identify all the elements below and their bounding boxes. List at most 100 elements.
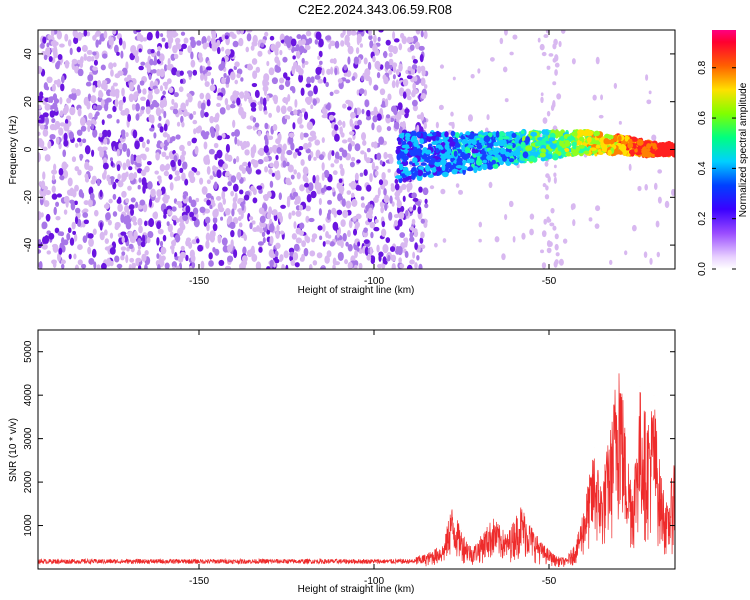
spectrogram-noise-dot xyxy=(393,121,400,130)
spectrogram-noise-dot xyxy=(286,149,293,156)
spectrogram-noise-dot xyxy=(226,255,234,263)
spectrogram-signal-dot xyxy=(661,150,667,155)
spectrogram-noise-dot xyxy=(412,82,417,91)
spectrogram-noise-dot xyxy=(216,149,223,159)
spectrogram-noise-dot xyxy=(120,246,127,251)
spectrogram-noise-dot xyxy=(112,105,117,113)
spectrogram-noise-dot xyxy=(120,109,127,116)
spectrogram-noise-dot xyxy=(251,253,258,262)
spectrogram-noise-dot xyxy=(93,261,97,269)
spectrogram-noise-dot xyxy=(116,263,123,269)
spectrogram-noise-dot xyxy=(156,189,163,197)
spectrogram-sparse-dot xyxy=(592,94,597,101)
spectrogram-noise-dot xyxy=(263,156,269,163)
spectrogram-noise-dot xyxy=(290,174,295,180)
spectrogram-noise-dot xyxy=(303,247,309,257)
spectrogram-noise-dot xyxy=(323,76,327,84)
spectrogram-noise-dot xyxy=(116,51,120,56)
spectrogram-noise-dot xyxy=(168,39,172,49)
spectrogram-noise-dot xyxy=(172,32,179,37)
spectrogram-noise-dot xyxy=(212,209,218,218)
spectrogram-noise-dot xyxy=(414,41,421,50)
spectrogram-noise-dot xyxy=(243,234,248,242)
spectrogram-noise-dot xyxy=(320,187,325,194)
spectrogram-noise-dot xyxy=(140,169,147,177)
spectrogram-noise-dot xyxy=(353,264,358,269)
spectrogram-noise-dot xyxy=(191,138,197,144)
spectrogram-noise-dot xyxy=(100,263,107,269)
spectrogram-noise-dot xyxy=(274,258,280,264)
spectrogram-noise-dot xyxy=(388,155,394,164)
spectrogram-noise-dot xyxy=(60,259,66,265)
snr-ticks: -150 -100 -50 1000 2000 3000 4000 5000 xyxy=(23,330,675,587)
spectrogram-noise-dot xyxy=(213,142,219,149)
spectrogram-noise-dot xyxy=(186,112,191,117)
spectrogram-noise-dot xyxy=(114,88,120,95)
spectrogram-noise-dot xyxy=(196,40,202,46)
spectrogram-noise-dot xyxy=(419,237,424,244)
spectrogram-noise-dot xyxy=(163,144,168,151)
spectrogram-noise-dot xyxy=(168,87,174,94)
spectrogram-sparse-dot xyxy=(477,68,481,74)
spectrogram-noise-dot xyxy=(71,58,78,65)
spectrogram-panel: -150 -100 -50 -40 -20 0 20 40 Height of straigh… xyxy=(8,29,676,296)
spectrogram-noise-dot xyxy=(337,78,343,84)
spectrogram-noise-dot xyxy=(170,159,176,168)
spectrogram-noise-dot xyxy=(139,199,146,206)
spectrogram-noise-dot xyxy=(153,80,158,88)
spectrogram-noise-dot xyxy=(99,231,105,241)
spectrogram-noise-dot xyxy=(135,163,142,168)
spectrogram-noise-dot xyxy=(163,123,168,132)
spectrogram-noise-dot xyxy=(39,139,45,148)
spectrogram-noise-dot xyxy=(274,250,279,257)
spectrogram-noise-dot xyxy=(231,131,236,137)
spectrogram-noise-dot xyxy=(176,175,181,181)
spectrogram-noise-dot xyxy=(38,119,44,124)
spectrogram-noise-dot xyxy=(145,147,150,152)
spectrogram-noise-dot xyxy=(144,250,149,256)
spectrogram-sparse-dot xyxy=(643,251,648,258)
spectrogram-noise-dot xyxy=(191,216,197,221)
spectrogram-noise-dot xyxy=(411,64,418,70)
spectrogram-noise-dot xyxy=(264,137,269,147)
spectrogram-noise-dot xyxy=(305,205,311,212)
spectrogram-noise-dot xyxy=(208,252,213,260)
spectrogram-sparse-dot xyxy=(420,65,426,72)
spectrogram-noise-dot xyxy=(204,111,209,118)
spectrogram-noise-dot xyxy=(122,40,127,50)
spectrogram-noise-dot xyxy=(298,73,304,83)
colorbar-tick-label: 0.6 xyxy=(697,111,708,125)
spectrogram-noise-dot xyxy=(260,42,265,48)
spectrogram-noise-dot xyxy=(181,172,186,182)
spectrogram-noise-dot xyxy=(354,221,360,229)
spectrogram-noise-dot xyxy=(301,62,306,69)
spectrogram-noise-dot xyxy=(216,169,222,179)
spectrogram-noise-dot xyxy=(200,130,206,138)
spectrogram-noise-dot xyxy=(271,209,278,216)
spectrogram-noise-dot xyxy=(109,90,116,97)
spectrogram-sparse-dot xyxy=(467,114,473,122)
spectrogram-noise-dot xyxy=(321,114,328,119)
spectrogram-noise-dot xyxy=(234,136,238,145)
spectrogram-noise-dot xyxy=(399,232,406,238)
spectrogram-noise-dot xyxy=(164,84,168,90)
spectrogram-noise-dot xyxy=(341,139,348,144)
spectrogram-noise-dot xyxy=(336,229,340,238)
spectrogram-noise-dot xyxy=(299,124,304,129)
spectrogram-sparse-dot xyxy=(470,74,475,79)
spectrogram-signal-dot xyxy=(540,148,546,153)
spectrogram-noise-dot xyxy=(150,49,155,54)
spectrogram-noise-dot xyxy=(42,36,47,44)
spectrogram-noise-dot xyxy=(269,35,275,41)
spectrogram-noise-dot xyxy=(394,178,399,184)
spectrogram-signal-dot xyxy=(410,130,417,138)
spectrogram-noise-dot xyxy=(347,229,351,238)
spectrogram-noise-dot xyxy=(118,99,124,107)
spectrogram-noise-dot xyxy=(101,119,105,126)
spectrogram-noise-dot xyxy=(168,174,173,180)
spectrogram-signal-dot xyxy=(398,163,404,171)
spectrogram-noise-dot xyxy=(378,30,384,33)
spectrogram-noise-dot xyxy=(299,184,305,192)
spectrogram-noise-dot xyxy=(263,73,270,83)
spectrogram-signal-dot xyxy=(645,151,652,158)
